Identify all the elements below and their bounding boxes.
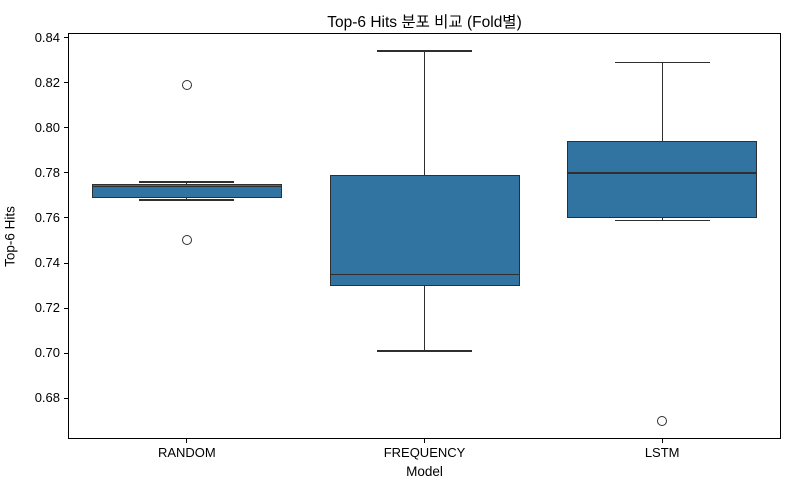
box-lstm — [567, 141, 758, 218]
y-tick-mark — [64, 397, 68, 399]
y-tick-label: 0.82 — [34, 74, 60, 90]
whisker-upper — [423, 51, 426, 176]
y-tick-label: 0.80 — [34, 119, 60, 135]
median-line — [91, 185, 282, 188]
y-tick-mark — [64, 37, 68, 38]
median-line — [567, 172, 758, 174]
y-tick-label: 0.70 — [34, 345, 60, 361]
y-tick-label: 0.74 — [34, 255, 60, 271]
box-frequency — [329, 175, 520, 286]
y-tick-mark — [64, 262, 68, 264]
whisker-upper — [186, 181, 188, 185]
median-line — [329, 273, 520, 276]
whisker-upper — [661, 62, 663, 142]
whisker-cap-lower — [614, 219, 710, 221]
y-tick-label: 0.84 — [34, 29, 60, 45]
whisker-cap-lower — [377, 350, 472, 352]
x-tick-mark — [186, 439, 188, 443]
x-tick-label: FREQUENCY — [383, 445, 466, 460]
x-tick-label: LSTM — [644, 445, 680, 460]
y-tick-label: 0.76 — [34, 209, 60, 225]
y-tick-mark — [64, 307, 68, 309]
y-tick-label: 0.72 — [34, 300, 60, 316]
x-tick-label: RANDOM — [157, 445, 216, 460]
x-tick-mark — [424, 439, 425, 443]
whisker-cap-upper — [377, 50, 472, 52]
whisker-lower — [186, 197, 188, 200]
outlier-point — [656, 415, 667, 426]
outlier-point — [181, 235, 192, 246]
box-random — [91, 184, 282, 198]
y-tick-mark — [64, 127, 68, 129]
whisker-cap-upper — [139, 181, 235, 183]
y-tick-mark — [64, 217, 68, 219]
y-tick-mark — [64, 82, 68, 84]
whisker-cap-lower — [139, 199, 235, 201]
whisker-lower — [661, 217, 663, 221]
y-tick-label: 0.78 — [34, 164, 60, 180]
whisker-cap-upper — [614, 61, 710, 63]
whisker-lower — [423, 285, 426, 352]
y-tick-mark — [64, 352, 68, 354]
chart-title: Top-6 Hits 분포 비교 (Fold별) — [327, 14, 522, 31]
outlier-point — [181, 79, 192, 90]
y-tick-mark — [64, 172, 68, 174]
y-tick-label: 0.68 — [34, 390, 60, 406]
x-axis-label: Model — [406, 464, 443, 479]
x-tick-mark — [661, 439, 663, 443]
